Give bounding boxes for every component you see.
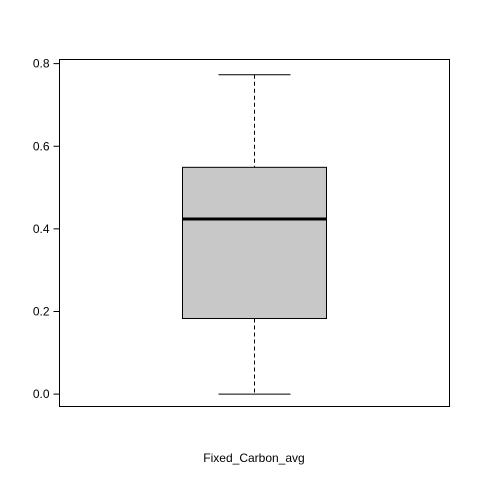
y-tick-label: 0.8 <box>33 57 50 71</box>
x-axis-label: Fixed_Carbon_avg <box>203 451 304 465</box>
y-tick-label: 0.4 <box>33 222 50 236</box>
y-tick-label: 0.0 <box>33 387 50 401</box>
y-axis: 0.0 0.2 0.4 0.6 0.8 <box>33 57 60 401</box>
y-tick-label: 0.2 <box>33 304 50 318</box>
iqr-box <box>182 166 327 320</box>
y-tick-label: 0.6 <box>33 139 50 153</box>
box-group <box>182 74 327 395</box>
